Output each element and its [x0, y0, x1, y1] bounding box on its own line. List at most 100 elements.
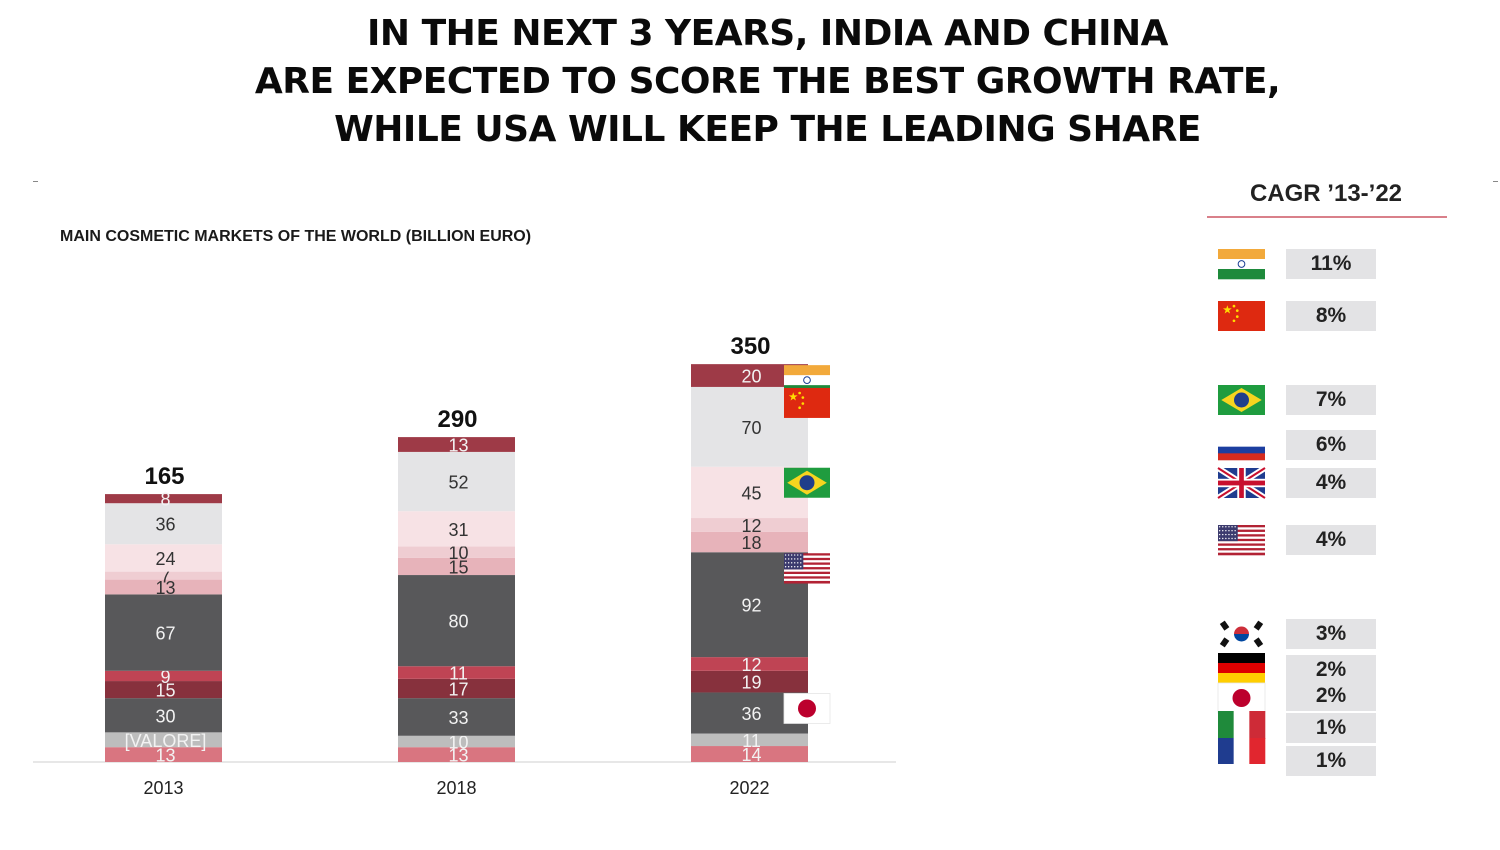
cagr-value-italy: 1% — [1286, 713, 1376, 743]
bar-total-2022: 350 — [730, 333, 770, 360]
cagr-value-india: 11% — [1286, 249, 1376, 279]
bar-segment-2022-4 — [691, 657, 808, 671]
cagr-value-usa: 4% — [1286, 525, 1376, 555]
cagr-value-france: 1% — [1286, 746, 1376, 776]
data-label-2022-6: 18 — [741, 533, 761, 553]
headline: IN THE NEXT 3 YEARS, INDIA AND CHINA ARE… — [0, 10, 1500, 154]
bar-total-2013: 165 — [144, 463, 184, 490]
data-label-2022-5: 92 — [741, 596, 761, 616]
bar-segment-2022-7 — [691, 518, 808, 532]
data-label-2013-3: 15 — [155, 681, 175, 701]
headline-line-3: WHILE USA WILL KEEP THE LEADING SHARE — [334, 109, 1201, 150]
bar-segment-2022-10 — [691, 364, 808, 387]
data-label-2013-6: 13 — [155, 578, 175, 598]
japan-flag-icon — [1217, 682, 1266, 714]
data-label-2013-5: 67 — [155, 624, 175, 644]
cagr-value-russia: 6% — [1286, 430, 1376, 460]
data-label-2022-4: 12 — [741, 655, 761, 675]
bar-segment-2013-7 — [105, 571, 222, 580]
data-label-2022-9: 70 — [741, 418, 761, 438]
usa-flag-icon — [784, 553, 830, 584]
bar-segment-2013-1 — [105, 732, 222, 748]
bar-segment-2013-9 — [105, 503, 222, 545]
usa-flag-icon — [1218, 525, 1265, 556]
cagr-divider — [1207, 216, 1447, 218]
bar-segment-2022-3 — [691, 670, 808, 693]
data-label-2013-4: 9 — [160, 667, 170, 687]
data-label-2018-5: 80 — [448, 612, 468, 632]
chart-title: MAIN COSMETIC MARKETS OF THE WORLD (BILL… — [60, 228, 532, 245]
data-label-2013-2: 30 — [155, 706, 175, 726]
headline-line-1: IN THE NEXT 3 YEARS, INDIA AND CHINA — [367, 13, 1168, 54]
bar-total-2018: 290 — [437, 406, 477, 433]
bar-segment-2018-8 — [398, 511, 515, 547]
bar-segment-2018-9 — [398, 451, 515, 512]
france-flag-icon — [1218, 738, 1266, 764]
data-label-2022-7: 12 — [741, 516, 761, 536]
data-label-2013-8: 24 — [155, 549, 175, 569]
china-flag-icon: ★ — [784, 387, 830, 418]
russia-flag-icon — [1218, 440, 1265, 461]
bar-segment-2018-6 — [398, 557, 515, 576]
bar-segment-2013-6 — [105, 579, 222, 595]
cagr-value-uk: 4% — [1286, 468, 1376, 498]
data-label-2018-3: 17 — [448, 679, 468, 699]
cagr-value-south-korea: 3% — [1286, 619, 1376, 649]
corner-tick-left — [33, 181, 38, 182]
bar-segment-2013-5 — [105, 594, 222, 671]
south-korea-flag-icon — [1218, 619, 1265, 649]
corner-tick-right — [1493, 181, 1498, 182]
x-tick-label-2018: 2018 — [436, 778, 476, 798]
cagr-value-germany: 2% — [1286, 655, 1376, 685]
bar-segment-2022-6 — [691, 531, 808, 553]
data-label-2013-7: 7 — [160, 567, 170, 587]
cagr-value-brazil: 7% — [1286, 385, 1376, 415]
data-label-2018-6: 15 — [448, 557, 468, 577]
germany-flag-icon — [1218, 653, 1265, 684]
x-tick-label-2022: 2022 — [729, 778, 769, 798]
brazil-flag-icon — [1218, 385, 1265, 415]
bar-segment-2013-8 — [105, 544, 222, 572]
data-label-2018-7: 10 — [448, 543, 468, 563]
brazil-flag-icon — [784, 467, 830, 498]
data-label-2013-1: [VALORE] — [125, 731, 207, 751]
cagr-title: CAGR ’13-’22 — [1249, 180, 1403, 207]
data-label-2018-8: 31 — [448, 520, 468, 540]
bar-segment-2022-0 — [691, 746, 808, 762]
data-label-2022-3: 19 — [741, 673, 761, 693]
japan-flag-icon — [783, 693, 831, 724]
headline-line-2: ARE EXPECTED TO SCORE THE BEST GROWTH RA… — [254, 61, 1281, 102]
bar-segment-2018-5 — [398, 575, 515, 667]
svg-text:★: ★ — [1222, 303, 1232, 317]
bar-segment-2013-4 — [105, 670, 222, 682]
data-label-2022-8: 45 — [741, 483, 761, 503]
bar-segment-2018-1 — [398, 735, 515, 748]
bar-segment-2018-7 — [398, 546, 515, 558]
data-label-2022-1: 11 — [742, 731, 761, 751]
svg-text:★: ★ — [788, 390, 798, 404]
bar-segment-2013-0 — [105, 747, 222, 762]
bar-segment-2018-0 — [398, 747, 515, 762]
bar-segment-2022-1 — [691, 733, 808, 747]
bar-segment-2018-10 — [398, 437, 515, 452]
bar-segment-2013-3 — [105, 681, 222, 699]
data-label-2013-0: 13 — [155, 746, 175, 766]
data-label-2018-9: 52 — [448, 473, 468, 493]
cagr-value-china: 8% — [1286, 301, 1376, 331]
uk-flag-icon — [1216, 465, 1267, 501]
data-label-2013-9: 36 — [155, 515, 175, 535]
bar-segment-2018-2 — [398, 698, 515, 736]
china-flag-icon: ★ — [1218, 301, 1265, 331]
data-label-2018-0: 13 — [448, 746, 468, 766]
bar-segment-2018-3 — [398, 678, 515, 699]
data-label-2022-10: 20 — [741, 367, 761, 387]
data-label-2022-2: 36 — [741, 704, 761, 724]
data-label-2018-1: 10 — [448, 732, 468, 752]
x-tick-label-2013: 2013 — [143, 778, 183, 798]
bar-segment-2013-2 — [105, 698, 222, 733]
data-label-2013-10: 8 — [160, 490, 170, 510]
italy-flag-icon — [1218, 711, 1266, 739]
data-label-2018-10: 13 — [448, 436, 468, 456]
data-label-2018-2: 33 — [448, 708, 468, 728]
